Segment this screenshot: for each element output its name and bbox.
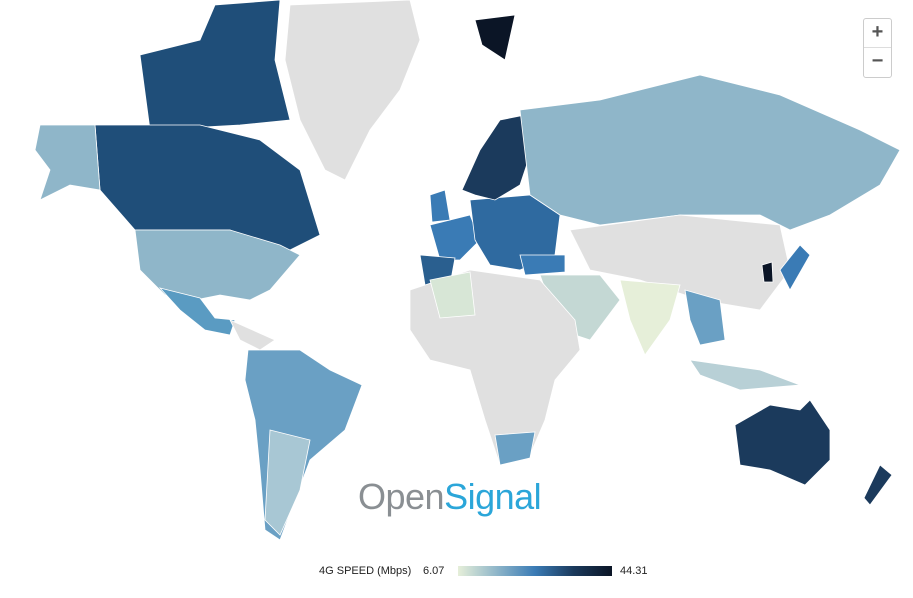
southern-cone bbox=[264, 429, 311, 536]
central-asia bbox=[569, 214, 791, 311]
watermark-open: Open bbox=[358, 476, 445, 517]
korea bbox=[761, 261, 774, 283]
zoom-out-button[interactable]: − bbox=[871, 50, 884, 72]
world-map bbox=[34, 0, 901, 541]
legend-title: 4G SPEED (Mbps) bbox=[319, 565, 412, 577]
zoom-control: + − bbox=[863, 18, 892, 78]
legend: 4G SPEED (Mbps) 6.07 44.31 bbox=[0, 563, 913, 581]
turkey bbox=[519, 254, 566, 276]
southeast-asia bbox=[684, 289, 726, 346]
mexico bbox=[158, 287, 236, 336]
japan bbox=[779, 244, 811, 291]
watermark: OpenSignal bbox=[358, 476, 542, 518]
legend-gradient bbox=[458, 566, 612, 576]
russia bbox=[519, 74, 901, 231]
uk bbox=[429, 189, 451, 223]
africa bbox=[409, 269, 581, 466]
legend-max: 44.31 bbox=[620, 565, 648, 577]
europe-west bbox=[429, 214, 481, 261]
india bbox=[619, 279, 681, 356]
alaska bbox=[34, 124, 101, 201]
canada-arctic bbox=[139, 0, 291, 131]
legend-min: 6.07 bbox=[423, 565, 445, 577]
australia bbox=[734, 399, 831, 486]
watermark-signal: Signal bbox=[444, 476, 542, 517]
new-zealand bbox=[863, 464, 893, 506]
zoom-in-button[interactable]: + bbox=[864, 19, 891, 48]
central-america bbox=[229, 319, 276, 351]
south-africa bbox=[494, 431, 536, 466]
greenland bbox=[284, 0, 421, 181]
north-africa bbox=[429, 271, 476, 319]
svalbard bbox=[474, 14, 516, 61]
usa bbox=[134, 229, 301, 301]
indonesia bbox=[689, 359, 801, 391]
